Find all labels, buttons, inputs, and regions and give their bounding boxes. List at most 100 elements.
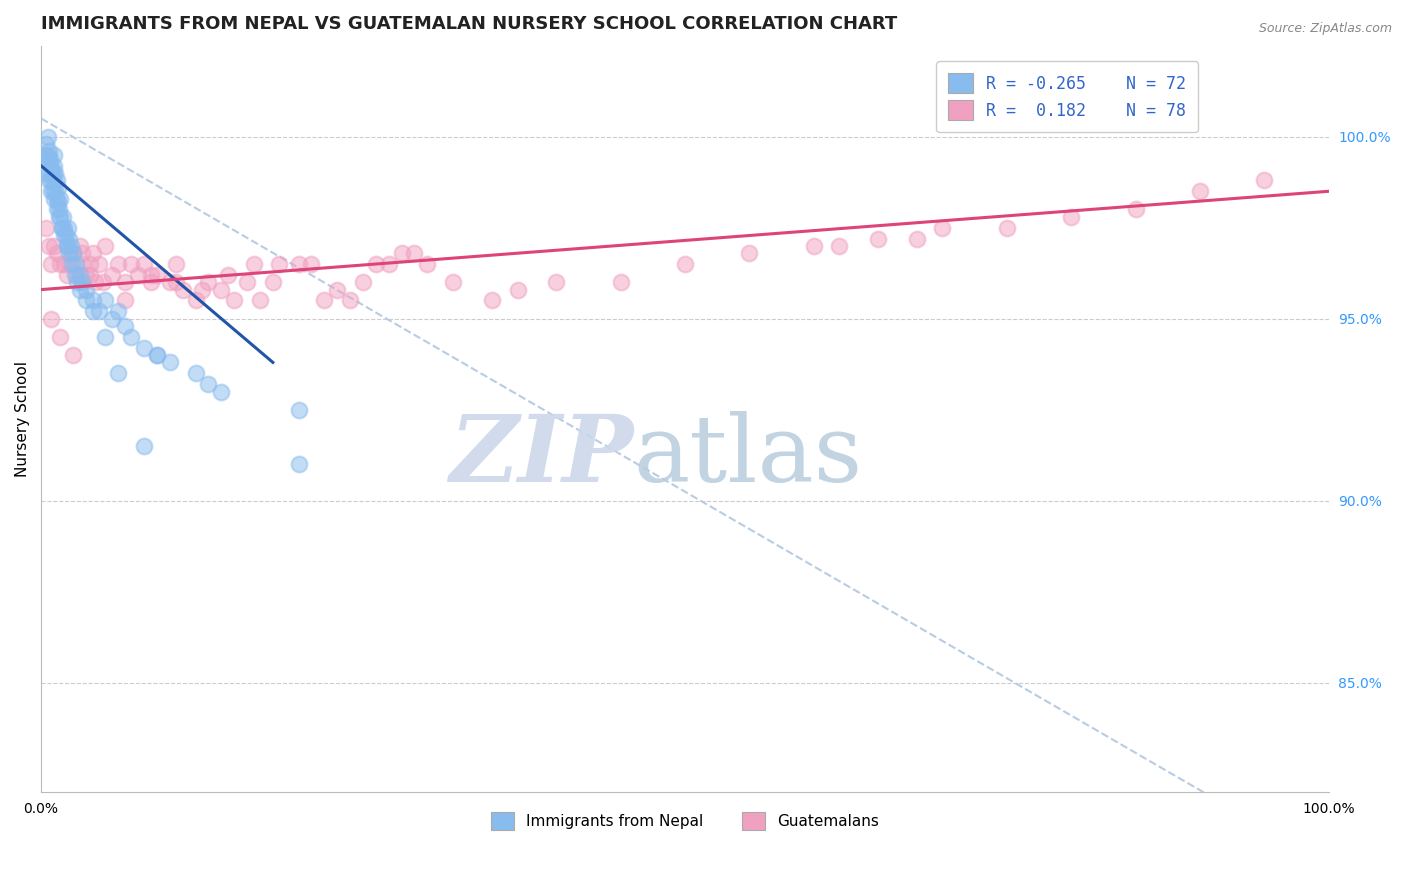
Point <box>364 257 387 271</box>
Point <box>114 293 136 308</box>
Point <box>82 246 104 260</box>
Point <box>249 293 271 308</box>
Point <box>1188 184 1211 198</box>
Point <box>165 257 187 271</box>
Point <box>197 275 219 289</box>
Point <box>165 275 187 289</box>
Point <box>132 257 155 271</box>
Point <box>72 275 94 289</box>
Point <box>59 239 82 253</box>
Point <box>72 257 94 271</box>
Point <box>69 283 91 297</box>
Point <box>84 275 107 289</box>
Point <box>1253 173 1275 187</box>
Point <box>1125 202 1147 217</box>
Point <box>146 348 169 362</box>
Point <box>287 402 309 417</box>
Point <box>339 293 361 308</box>
Point <box>506 283 529 297</box>
Point <box>132 341 155 355</box>
Point <box>38 239 60 253</box>
Text: atlas: atlas <box>633 411 863 501</box>
Point <box>87 257 110 271</box>
Point <box>44 166 66 180</box>
Point <box>48 202 70 217</box>
Point <box>58 257 80 271</box>
Point <box>58 246 80 260</box>
Point <box>62 348 84 362</box>
Point <box>41 257 63 271</box>
Point <box>49 330 72 344</box>
Point <box>114 275 136 289</box>
Point <box>48 210 70 224</box>
Point <box>42 173 65 187</box>
Text: IMMIGRANTS FROM NEPAL VS GUATEMALAN NURSERY SCHOOL CORRELATION CHART: IMMIGRANTS FROM NEPAL VS GUATEMALAN NURS… <box>41 15 897 33</box>
Point <box>107 304 129 318</box>
Point <box>66 275 89 289</box>
Point <box>995 220 1018 235</box>
Point <box>42 239 65 253</box>
Point <box>49 210 72 224</box>
Point <box>41 184 63 198</box>
Point <box>146 268 169 282</box>
Point <box>49 257 72 271</box>
Point <box>62 246 84 260</box>
Point <box>46 195 69 210</box>
Point <box>404 246 426 260</box>
Point <box>127 268 149 282</box>
Point <box>75 293 97 308</box>
Y-axis label: Nursery School: Nursery School <box>15 360 30 477</box>
Point <box>673 257 696 271</box>
Point <box>139 275 162 289</box>
Point <box>82 293 104 308</box>
Point <box>120 330 142 344</box>
Point <box>45 192 67 206</box>
Point <box>37 129 59 144</box>
Point <box>42 148 65 162</box>
Point <box>35 220 58 235</box>
Point <box>62 246 84 260</box>
Point <box>236 275 259 289</box>
Point <box>391 246 413 260</box>
Point <box>287 257 309 271</box>
Point <box>301 257 323 271</box>
Point <box>45 202 67 217</box>
Point <box>101 268 124 282</box>
Point <box>63 268 86 282</box>
Point <box>66 268 89 282</box>
Point <box>41 166 63 180</box>
Point <box>53 220 76 235</box>
Point <box>217 268 239 282</box>
Point <box>46 180 69 194</box>
Point <box>132 439 155 453</box>
Point <box>242 257 264 271</box>
Point <box>45 173 67 187</box>
Point <box>65 257 87 271</box>
Point <box>481 293 503 308</box>
Point <box>269 257 291 271</box>
Point <box>35 166 58 180</box>
Point <box>416 257 439 271</box>
Point <box>377 257 399 271</box>
Point <box>209 283 232 297</box>
Point <box>55 227 77 242</box>
Legend: Immigrants from Nepal, Guatemalans: Immigrants from Nepal, Guatemalans <box>485 805 884 837</box>
Point <box>326 283 349 297</box>
Point <box>94 239 117 253</box>
Point <box>101 311 124 326</box>
Point <box>79 268 101 282</box>
Point <box>44 184 66 198</box>
Point <box>441 275 464 289</box>
Point <box>609 275 631 289</box>
Point <box>139 268 162 282</box>
Point <box>56 239 79 253</box>
Point <box>42 159 65 173</box>
Point <box>120 257 142 271</box>
Point <box>287 458 309 472</box>
Point <box>184 293 207 308</box>
Point <box>53 227 76 242</box>
Point <box>51 220 73 235</box>
Point <box>803 239 825 253</box>
Point <box>41 159 63 173</box>
Point <box>38 155 60 169</box>
